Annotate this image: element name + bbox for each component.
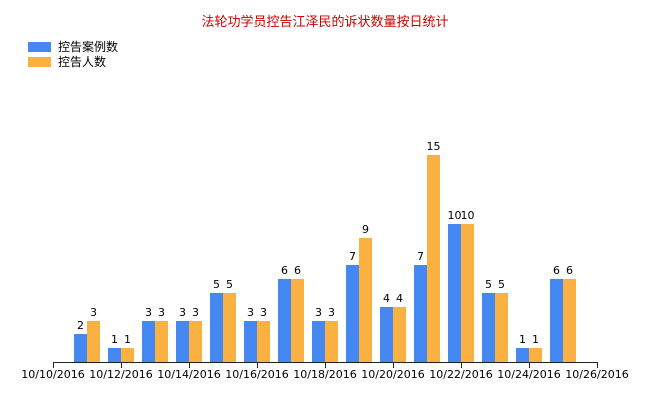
bar-value-label: 3 (192, 306, 199, 319)
x-axis-tick (189, 363, 190, 368)
bar-value-label: 5 (213, 278, 220, 291)
x-axis-tick (53, 363, 54, 368)
bar-value-label: 1 (532, 333, 539, 346)
cases-series-swatch (28, 42, 51, 52)
bar-value-label: 3 (247, 306, 254, 319)
people-bar-10/12/2016 (121, 348, 134, 362)
legend-item-people: 控告人数 (28, 55, 118, 69)
cases-bar-10/23/2016 (482, 293, 495, 362)
bar-value-label: 3 (145, 306, 152, 319)
x-axis-tick (325, 363, 326, 368)
x-axis-tick (461, 363, 462, 368)
x-axis-tick (121, 363, 122, 368)
bar-value-label: 3 (315, 306, 322, 319)
bar-value-label: 6 (294, 264, 301, 277)
cases-bar-10/13/2016 (142, 321, 155, 362)
cases-bar-10/21/2016 (414, 265, 427, 362)
bar-value-label: 1 (124, 333, 131, 346)
people-bar-10/23/2016 (495, 293, 508, 362)
people-bar-10/18/2016 (325, 321, 338, 362)
people-bar-10/22/2016 (461, 224, 474, 362)
x-axis-tick-label: 10/24/2016 (497, 368, 561, 381)
people-bar-10/17/2016 (291, 279, 304, 362)
people-bar-10/11/2016 (87, 321, 100, 362)
people-bar-10/24/2016 (529, 348, 542, 362)
x-axis-tick-label: 10/16/2016 (225, 368, 289, 381)
bar-value-label: 7 (417, 250, 424, 263)
people-bar-10/20/2016 (393, 307, 406, 362)
x-axis-tick-label: 10/26/2016 (565, 368, 629, 381)
bar-value-label: 5 (226, 278, 233, 291)
bar-value-label: 6 (281, 264, 288, 277)
bar-value-label: 3 (260, 306, 267, 319)
people-bar-10/16/2016 (257, 321, 270, 362)
bar-value-label: 3 (328, 306, 335, 319)
legend-label-cases: 控告案例数 (58, 40, 119, 54)
people-series-swatch (28, 57, 51, 67)
bar-value-label: 3 (90, 306, 97, 319)
cases-bar-10/11/2016 (74, 334, 87, 362)
cases-bar-10/12/2016 (108, 348, 121, 362)
cases-bar-10/19/2016 (346, 265, 359, 362)
cases-bar-10/15/2016 (210, 293, 223, 362)
cases-bar-10/14/2016 (176, 321, 189, 362)
cases-bar-10/16/2016 (244, 321, 257, 362)
bar-value-label: 1 (111, 333, 118, 346)
people-bar-10/15/2016 (223, 293, 236, 362)
x-axis-tick-label: 10/14/2016 (157, 368, 221, 381)
bar-value-label: 6 (553, 264, 560, 277)
bar-value-label: 9 (362, 223, 369, 236)
people-bar-10/14/2016 (189, 321, 202, 362)
chart-title: 法轮功学员控告江泽民的诉状数量按日统计 (201, 15, 449, 30)
bar-value-label: 5 (498, 278, 505, 291)
cases-bar-10/17/2016 (278, 279, 291, 362)
x-axis-tick-label: 10/10/2016 (21, 368, 85, 381)
x-axis-tick (529, 363, 530, 368)
people-bar-10/25/2016 (563, 279, 576, 362)
legend-item-cases: 控告案例数 (28, 40, 118, 54)
bar-value-label: 6 (566, 264, 573, 277)
people-bar-10/13/2016 (155, 321, 168, 362)
cases-bar-10/20/2016 (380, 307, 393, 362)
people-bar-10/21/2016 (427, 155, 440, 362)
x-axis-line (53, 362, 598, 363)
x-axis-tick (257, 363, 258, 368)
cases-bar-10/22/2016 (448, 224, 461, 362)
bar-value-label: 1 (519, 333, 526, 346)
legend: 控告案例数 控告人数 (28, 40, 118, 70)
bar-value-label: 3 (158, 306, 165, 319)
cases-bar-10/24/2016 (516, 348, 529, 362)
x-axis-tick (597, 363, 598, 368)
x-axis-tick (393, 363, 394, 368)
x-axis-tick-label: 10/22/2016 (429, 368, 493, 381)
people-bar-10/19/2016 (359, 238, 372, 362)
legend-label-people: 控告人数 (58, 55, 107, 69)
x-axis-tick-label: 10/20/2016 (361, 368, 425, 381)
bar-value-label: 4 (396, 292, 403, 305)
bar-value-label: 15 (426, 140, 441, 153)
bar-value-label: 2 (77, 319, 84, 332)
bar-value-label: 7 (349, 250, 356, 263)
bar-value-label: 5 (485, 278, 492, 291)
cases-bar-10/25/2016 (550, 279, 563, 362)
bar-value-label: 3 (179, 306, 186, 319)
x-axis-tick-label: 10/12/2016 (89, 368, 153, 381)
bar-value-label: 10 (460, 209, 475, 222)
bar-value-label: 10 (447, 209, 462, 222)
x-axis-tick-label: 10/18/2016 (293, 368, 357, 381)
cases-bar-10/18/2016 (312, 321, 325, 362)
bar-value-label: 4 (383, 292, 390, 305)
